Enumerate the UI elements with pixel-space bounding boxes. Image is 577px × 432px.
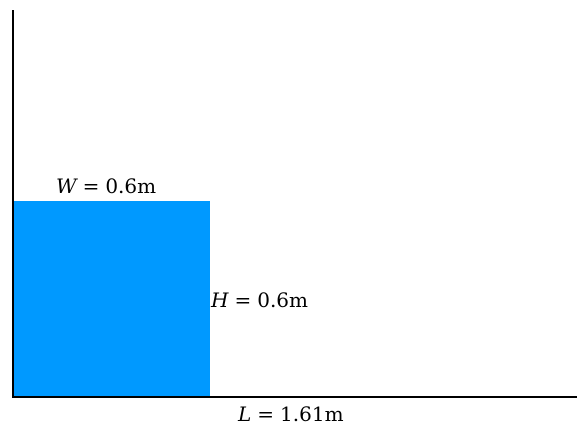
length-label: L = 1.61m: [238, 404, 344, 424]
width-label: W = 0.6m: [56, 176, 156, 196]
height-symbol: H: [211, 288, 229, 312]
length-value: 1.61m: [280, 402, 344, 426]
length-symbol: L: [238, 402, 252, 426]
length-equals: =: [257, 402, 275, 426]
height-equals: =: [234, 288, 252, 312]
water-column: [14, 201, 210, 396]
left-wall: [12, 10, 14, 397]
tank-floor: [12, 396, 577, 398]
width-symbol: W: [56, 174, 77, 198]
height-value: 0.6m: [257, 288, 308, 312]
height-label: H = 0.6m: [211, 290, 308, 310]
width-equals: =: [82, 174, 100, 198]
width-value: 0.6m: [105, 174, 157, 198]
